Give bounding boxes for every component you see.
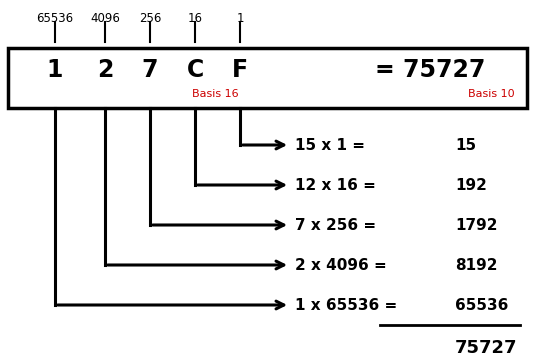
- Text: Basis 10: Basis 10: [468, 89, 515, 99]
- Text: 15: 15: [455, 138, 476, 153]
- Text: 16: 16: [187, 12, 203, 25]
- Text: 2: 2: [97, 58, 113, 82]
- Text: 12 x 16 =: 12 x 16 =: [295, 178, 376, 193]
- Text: Basis 16: Basis 16: [192, 89, 238, 99]
- Text: 4096: 4096: [90, 12, 120, 25]
- Text: 75727: 75727: [455, 339, 517, 357]
- Text: 1: 1: [47, 58, 63, 82]
- Text: 7: 7: [142, 58, 158, 82]
- Text: 1792: 1792: [455, 218, 498, 233]
- Text: = 75727: = 75727: [375, 58, 485, 82]
- Text: 15 x 1 =: 15 x 1 =: [295, 138, 365, 153]
- Text: 256: 256: [139, 12, 161, 25]
- Text: 1: 1: [236, 12, 244, 25]
- Text: F: F: [232, 58, 248, 82]
- Text: 1 x 65536 =: 1 x 65536 =: [295, 297, 398, 313]
- Text: 65536: 65536: [36, 12, 74, 25]
- Text: C: C: [186, 58, 204, 82]
- Text: 8192: 8192: [455, 257, 498, 273]
- Text: 7 x 256 =: 7 x 256 =: [295, 218, 376, 233]
- Text: 2 x 4096 =: 2 x 4096 =: [295, 257, 387, 273]
- Text: 192: 192: [455, 178, 487, 193]
- Text: 65536: 65536: [455, 297, 508, 313]
- Bar: [8, 48, 527, 108]
